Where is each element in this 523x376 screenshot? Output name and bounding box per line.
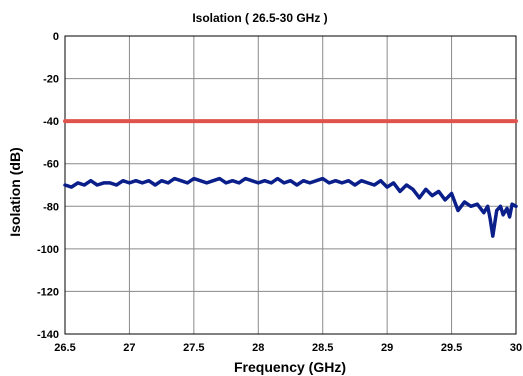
y-tick-label-6: -120 [37,286,59,298]
x-tick-label-4: 28.5 [312,342,333,354]
x-tick-label-5: 29 [381,342,393,354]
x-axis-label: Frequency (GHz) [234,359,346,375]
grid [64,35,517,335]
y-tick-label-0: 0 [53,31,59,43]
y-tick-label-3: -60 [43,159,59,171]
y-tick-label-5: -100 [37,244,59,256]
y-tick-label-7: -140 [37,329,59,341]
y-tick-labels: 0 -20 -40 -60 -80 -100 -120 -140 [37,31,59,341]
x-tick-label-7: 30 [510,342,522,354]
x-tick-label-3: 28 [252,342,264,354]
x-tick-label-0: 26.5 [54,342,75,354]
x-tick-label-2: 27.5 [183,342,204,354]
series-layer [63,119,518,238]
y-tick-label-1: -20 [43,74,59,86]
y-tick-label-4: -80 [43,201,59,213]
y-tick-label-2: -40 [43,116,59,128]
plot-frame [64,35,517,335]
x-tick-label-1: 27 [123,342,135,354]
x-tick-label-6: 29.5 [441,342,462,354]
y-axis-label: Isolation (dB) [7,147,23,236]
series-line-1 [63,176,518,238]
x-tick-labels: 26.5 27 27.5 28 28.5 29 29.5 30 [54,342,522,354]
chart-title: Isolation ( 26.5-30 GHz ) [192,11,327,25]
